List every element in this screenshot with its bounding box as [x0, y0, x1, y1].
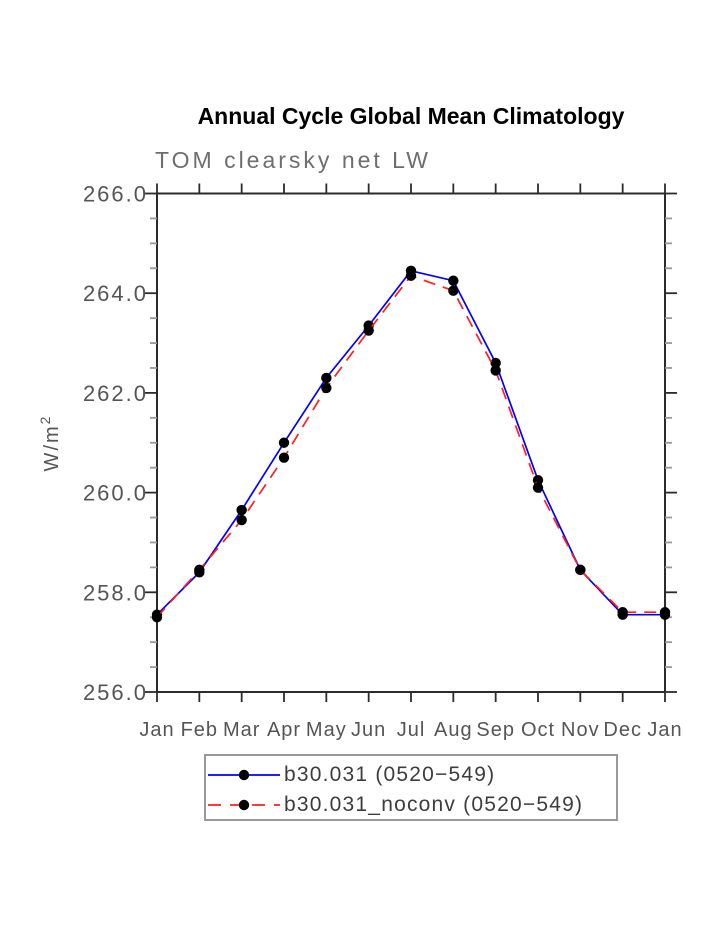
data-point — [278, 437, 290, 448]
x-axis-ticks — [156, 183, 666, 702]
data-point — [278, 452, 290, 463]
y-tick-labels: 256.0 258.0 260.0 262.0 264.0 266.0 — [83, 182, 148, 706]
data-point — [617, 607, 628, 618]
y-tick-label: 262.0 — [83, 381, 148, 406]
data-point — [194, 564, 205, 576]
x-tick-labels: Jan Feb Mar Apr May Jun Jul Aug Sep Oct Nov Dec Jan — [139, 719, 682, 741]
data-point — [405, 270, 417, 281]
series-line-1 — [156, 274, 665, 618]
legend-item: b30.031 (0520−549) — [206, 760, 495, 790]
chart-title: Annual Cycle Global Mean Climatology — [197, 103, 625, 129]
data-point — [151, 612, 163, 623]
y-tick-label: 258.0 — [83, 580, 148, 605]
legend-box: b30.031 (0520−549) b30.031_noconv (0520−5… — [204, 754, 618, 821]
data-point — [236, 514, 247, 526]
y-tick-label: 264.0 — [83, 281, 148, 306]
legend-item: b30.031_noconv (0520−549) — [206, 790, 583, 820]
y-tick-label: 256.0 — [83, 680, 148, 705]
data-point — [575, 564, 586, 576]
chart-subtitle: TOM clearsky net LW — [155, 147, 431, 173]
x-tick-label: Jul — [397, 719, 426, 741]
data-point — [321, 382, 332, 394]
legend-marker-dot — [238, 769, 250, 781]
data-point — [490, 365, 501, 376]
x-tick-label: Apr — [267, 719, 301, 741]
series-markers-1 — [151, 270, 671, 623]
y-axis-label: W/m2 — [37, 415, 63, 472]
x-tick-label: May — [306, 719, 347, 741]
x-tick-label: Nov — [561, 719, 600, 741]
x-tick-label: Feb — [181, 719, 218, 741]
x-tick-label: Mar — [223, 719, 260, 741]
series-markers-0 — [151, 265, 671, 620]
data-point — [532, 482, 544, 493]
data-point — [490, 357, 501, 369]
data-point — [448, 285, 459, 296]
data-point — [363, 325, 374, 336]
x-tick-label: Dec — [603, 719, 642, 741]
y-tick-label: 266.0 — [83, 182, 148, 207]
x-tick-label: Sep — [476, 719, 515, 741]
y-tick-label: 260.0 — [83, 481, 148, 506]
x-tick-label: Jan — [139, 719, 174, 741]
legend-swatch-solid-line — [208, 769, 280, 781]
legend-marker-dot — [238, 799, 250, 811]
x-tick-label: Aug — [434, 719, 473, 741]
series-line-0 — [156, 269, 665, 616]
legend-label: b30.031 (0520−549) — [284, 763, 496, 786]
x-tick-label: Oct — [521, 719, 555, 741]
data-point — [321, 372, 332, 384]
data-point — [236, 504, 247, 516]
data-point — [448, 275, 459, 286]
x-tick-label: Jun — [351, 719, 386, 741]
data-point — [659, 607, 671, 618]
x-tick-label: Jan — [647, 719, 682, 741]
legend-label: b30.031_noconv (0520−549) — [284, 793, 584, 816]
legend-swatch-dashed-line — [208, 799, 280, 811]
